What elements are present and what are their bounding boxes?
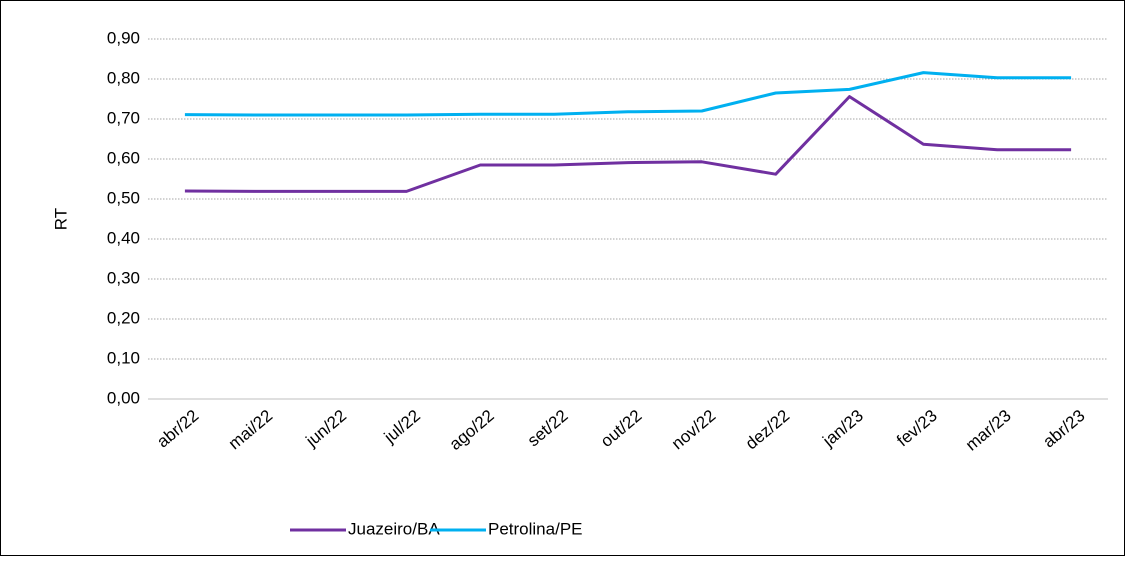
y-axis-title: RT [51, 208, 70, 230]
y-tick-label: 0,40 [107, 228, 140, 247]
y-tick-label: 0,50 [107, 188, 140, 207]
y-tick-label: 0,90 [107, 28, 140, 47]
y-tick-label: 0,00 [107, 388, 140, 407]
y-tick-label: 0,20 [107, 308, 140, 327]
y-tick-label: 0,10 [107, 348, 140, 367]
y-tick-label: 0,80 [107, 68, 140, 87]
legend-label: Petrolina/PE [488, 519, 583, 538]
series-line [184, 95, 1072, 193]
legend-label: Juazeiro/BA [348, 519, 440, 538]
series-line [184, 71, 1072, 117]
y-tick-label: 0,60 [107, 148, 140, 167]
y-tick-label: 0,70 [107, 108, 140, 127]
y-tick-label: 0,30 [107, 268, 140, 287]
